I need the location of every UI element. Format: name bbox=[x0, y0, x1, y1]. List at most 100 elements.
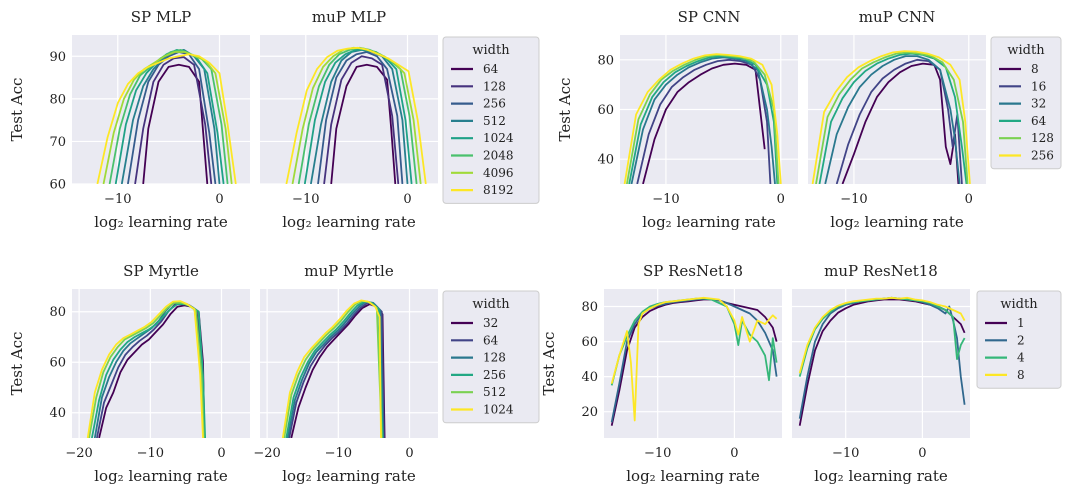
x-axis-label: log₂ learning rate bbox=[94, 213, 228, 231]
x-tick-label: 0 bbox=[405, 446, 413, 461]
chart-title: muP Myrtle bbox=[304, 262, 394, 280]
x-axis-label: log₂ learning rate bbox=[814, 467, 948, 485]
x-axis-label: log₂ learning rate bbox=[626, 467, 760, 485]
x-tick-label: −10 bbox=[325, 446, 352, 461]
chart-panel: −10 0 20 40 60 80 SP ResNet18 log₂ learning rat… bbox=[540, 262, 782, 485]
series-group bbox=[610, 296, 778, 426]
series-line-64 bbox=[330, 63, 397, 184]
y-tick-label: 40 bbox=[581, 370, 598, 385]
series-line-128 bbox=[815, 51, 969, 184]
x-tick-label: −10 bbox=[644, 446, 671, 461]
series-line-256 bbox=[127, 51, 217, 184]
legend-label: 4096 bbox=[483, 166, 514, 180]
x-tick-label: 0 bbox=[403, 192, 411, 207]
series-line-128 bbox=[626, 54, 780, 184]
series-line-1024 bbox=[86, 300, 204, 438]
series-group bbox=[798, 296, 966, 426]
chart-panel: −20 −10 0 muP Myrtle log₂ learning rate bbox=[253, 262, 438, 485]
legend-label: 256 bbox=[483, 368, 506, 382]
series-group bbox=[811, 50, 971, 184]
legend-label: 1 bbox=[1017, 316, 1025, 330]
legend-box bbox=[976, 290, 1062, 389]
legend-title: width bbox=[472, 297, 510, 312]
x-tick-label: 0 bbox=[215, 192, 223, 207]
x-axis-label: log₂ learning rate bbox=[282, 213, 416, 231]
chart-panel: −10 0 muP ResNet18 log₂ learning rate bbox=[792, 262, 970, 485]
legends: width641282565121024204840968192width816… bbox=[442, 36, 1062, 424]
series-line-128 bbox=[323, 55, 400, 184]
legend-label: 512 bbox=[483, 114, 506, 128]
y-tick-label: 80 bbox=[49, 92, 66, 107]
series-line-4096 bbox=[102, 51, 233, 184]
series-line-1024 bbox=[303, 49, 413, 184]
legend-label: 128 bbox=[483, 351, 506, 365]
chart-panel: −10 0 60 70 80 90 SP MLP log₂ learning rate Test… bbox=[8, 8, 250, 231]
series-group bbox=[285, 46, 427, 184]
y-tick-label: 60 bbox=[49, 178, 66, 193]
legend-label: 64 bbox=[1031, 114, 1047, 128]
y-tick-label: 40 bbox=[597, 153, 614, 168]
series-group bbox=[96, 49, 237, 184]
series-line-64 bbox=[818, 52, 968, 184]
y-tick-label: 80 bbox=[581, 300, 598, 315]
chart-title: SP CNN bbox=[678, 8, 741, 26]
series-line-32 bbox=[630, 56, 776, 184]
x-tick-label: 0 bbox=[918, 446, 926, 461]
legend-label: 8 bbox=[1017, 368, 1025, 382]
x-tick-label: −10 bbox=[832, 446, 859, 461]
legend-label: 128 bbox=[483, 79, 506, 93]
legend-title: width bbox=[1007, 43, 1045, 58]
y-axis-label: Test Acc bbox=[8, 78, 26, 142]
x-tick-label: 0 bbox=[730, 446, 738, 461]
x-axis-label: log₂ learning rate bbox=[642, 213, 776, 231]
y-tick-label: 80 bbox=[49, 305, 66, 320]
y-tick-label: 90 bbox=[49, 50, 66, 65]
x-tick-label: 0 bbox=[965, 192, 973, 207]
y-axis-label: Test Acc bbox=[8, 332, 26, 396]
x-tick-label: −10 bbox=[104, 192, 131, 207]
legend-title: width bbox=[1000, 297, 1038, 312]
x-tick-label: 0 bbox=[777, 192, 785, 207]
legend-label: 2 bbox=[1017, 333, 1025, 347]
series-line-8 bbox=[798, 296, 966, 374]
series-line-256 bbox=[623, 53, 782, 184]
chart-panel: −10 0 muP MLP log₂ learning rate bbox=[260, 8, 438, 231]
chart-title: muP CNN bbox=[859, 8, 935, 26]
series-line-8192 bbox=[285, 46, 427, 184]
chart-panel: −10 0 muP CNN log₂ learning rate bbox=[808, 8, 986, 231]
y-tick-label: 80 bbox=[597, 53, 614, 68]
series-line-8 bbox=[610, 296, 778, 422]
legend-title: width bbox=[472, 43, 510, 58]
legend-label: 256 bbox=[483, 97, 506, 111]
y-tick-label: 60 bbox=[581, 335, 598, 350]
legend-label: 4 bbox=[1017, 351, 1025, 365]
chart-title: SP ResNet18 bbox=[643, 262, 743, 280]
y-axis-label: Test Acc bbox=[540, 332, 558, 396]
plot-background bbox=[792, 289, 970, 438]
series-line-1024 bbox=[281, 299, 382, 438]
x-tick-label: −20 bbox=[65, 446, 92, 461]
legend: width 64 128 256 512 1024 2048 4096 8192 bbox=[442, 36, 540, 204]
series-group bbox=[623, 53, 782, 184]
legend-label: 8192 bbox=[483, 183, 514, 197]
y-tick-label: 60 bbox=[49, 356, 66, 371]
x-axis-label: log₂ learning rate bbox=[830, 213, 964, 231]
y-axis-label: Test Acc bbox=[556, 78, 574, 142]
y-tick-label: 40 bbox=[49, 406, 66, 421]
x-tick-label: −10 bbox=[292, 192, 319, 207]
legend-label: 64 bbox=[483, 62, 499, 76]
x-axis-label: log₂ learning rate bbox=[94, 467, 228, 485]
series-line-64 bbox=[142, 63, 209, 184]
y-tick-label: 60 bbox=[597, 103, 614, 118]
series-line-256 bbox=[317, 51, 404, 184]
legend-label: 128 bbox=[1031, 131, 1054, 145]
legend-label: 32 bbox=[1031, 97, 1046, 111]
chart-panel: −20 −10 0 40 60 80 SP Myrtle log₂ learning rate… bbox=[8, 262, 250, 485]
series-line-128 bbox=[134, 56, 213, 184]
legend-label: 512 bbox=[483, 385, 506, 399]
legend-label: 256 bbox=[1031, 149, 1054, 163]
legend-label: 16 bbox=[1031, 79, 1046, 93]
x-tick-label: −10 bbox=[840, 192, 867, 207]
x-tick-label: 0 bbox=[217, 446, 225, 461]
